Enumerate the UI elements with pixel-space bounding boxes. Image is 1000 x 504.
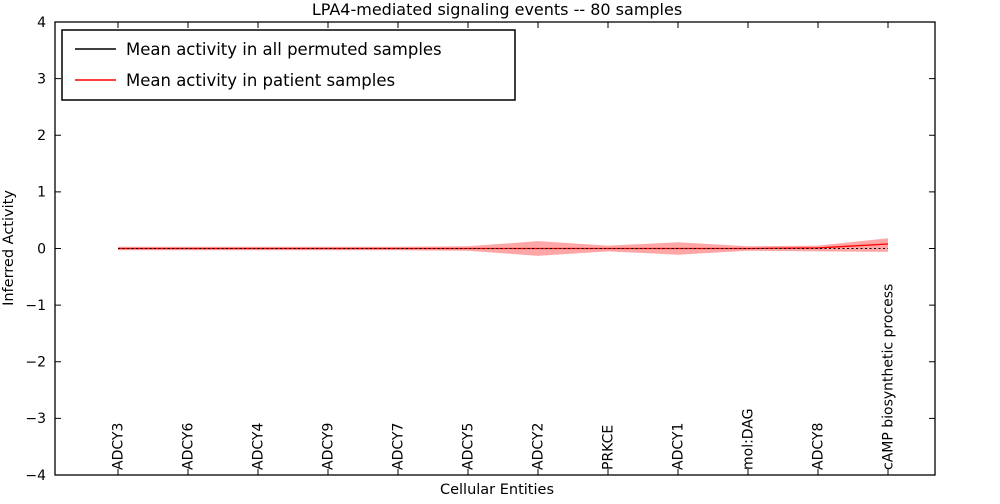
- legend-label-permuted: Mean activity in all permuted samples: [126, 40, 442, 59]
- y-tick-label: −4: [25, 468, 46, 484]
- legend-label-patient: Mean activity in patient samples: [126, 71, 395, 90]
- confidence-band-layer: [118, 238, 888, 256]
- y-tick-label: −2: [25, 355, 46, 371]
- x-category-labels: ADCY3 ADCY6 ADCY4 ADCY9 ADCY7 ADCY5 ADCY2 PRKCE…: [111, 284, 897, 470]
- patient-mean-line: [118, 243, 889, 250]
- x-category-label: cAMP biosynthetic process: [881, 284, 897, 470]
- y-tick-label: 4: [37, 15, 46, 31]
- y-tick-label: −3: [25, 411, 46, 427]
- legend-box: Mean activity in all permuted samples Me…: [61, 29, 516, 101]
- x-category-label: ADCY3: [111, 423, 127, 470]
- x-category-label: ADCY4: [251, 423, 267, 470]
- x-category-label: PRKCE: [601, 425, 617, 470]
- y-axis-label: Inferred Activity: [1, 190, 17, 306]
- x-category-label: ADCY9: [321, 423, 337, 470]
- x-category-label: ADCY8: [811, 423, 827, 470]
- chart-title: LPA4-mediated signaling events -- 80 sam…: [312, 0, 682, 19]
- plot-border: [54, 21, 936, 476]
- x-category-label: ADCY7: [391, 423, 407, 470]
- y-tick-label: 0: [37, 241, 46, 257]
- x-category-label: mol:DAG: [741, 408, 757, 470]
- y-tick-label: 3: [37, 71, 46, 87]
- y-tick-label: 1: [37, 185, 46, 201]
- x-category-label: ADCY2: [531, 423, 547, 470]
- axis-tick-layer: [55, 21, 935, 476]
- y-tick-labels: −4 −3 −2 −1 0 1 2 3 4: [25, 15, 46, 484]
- y-tick-label: 2: [37, 128, 46, 144]
- series-line-layer: [118, 243, 889, 250]
- legend-frame: [61, 29, 516, 101]
- x-category-label: ADCY1: [671, 423, 687, 470]
- y-tick-label: −1: [25, 298, 46, 314]
- x-axis-label: Cellular Entities: [440, 482, 554, 498]
- x-category-label: ADCY5: [461, 423, 477, 470]
- x-category-label: ADCY6: [181, 423, 197, 470]
- confidence-band: [118, 238, 888, 256]
